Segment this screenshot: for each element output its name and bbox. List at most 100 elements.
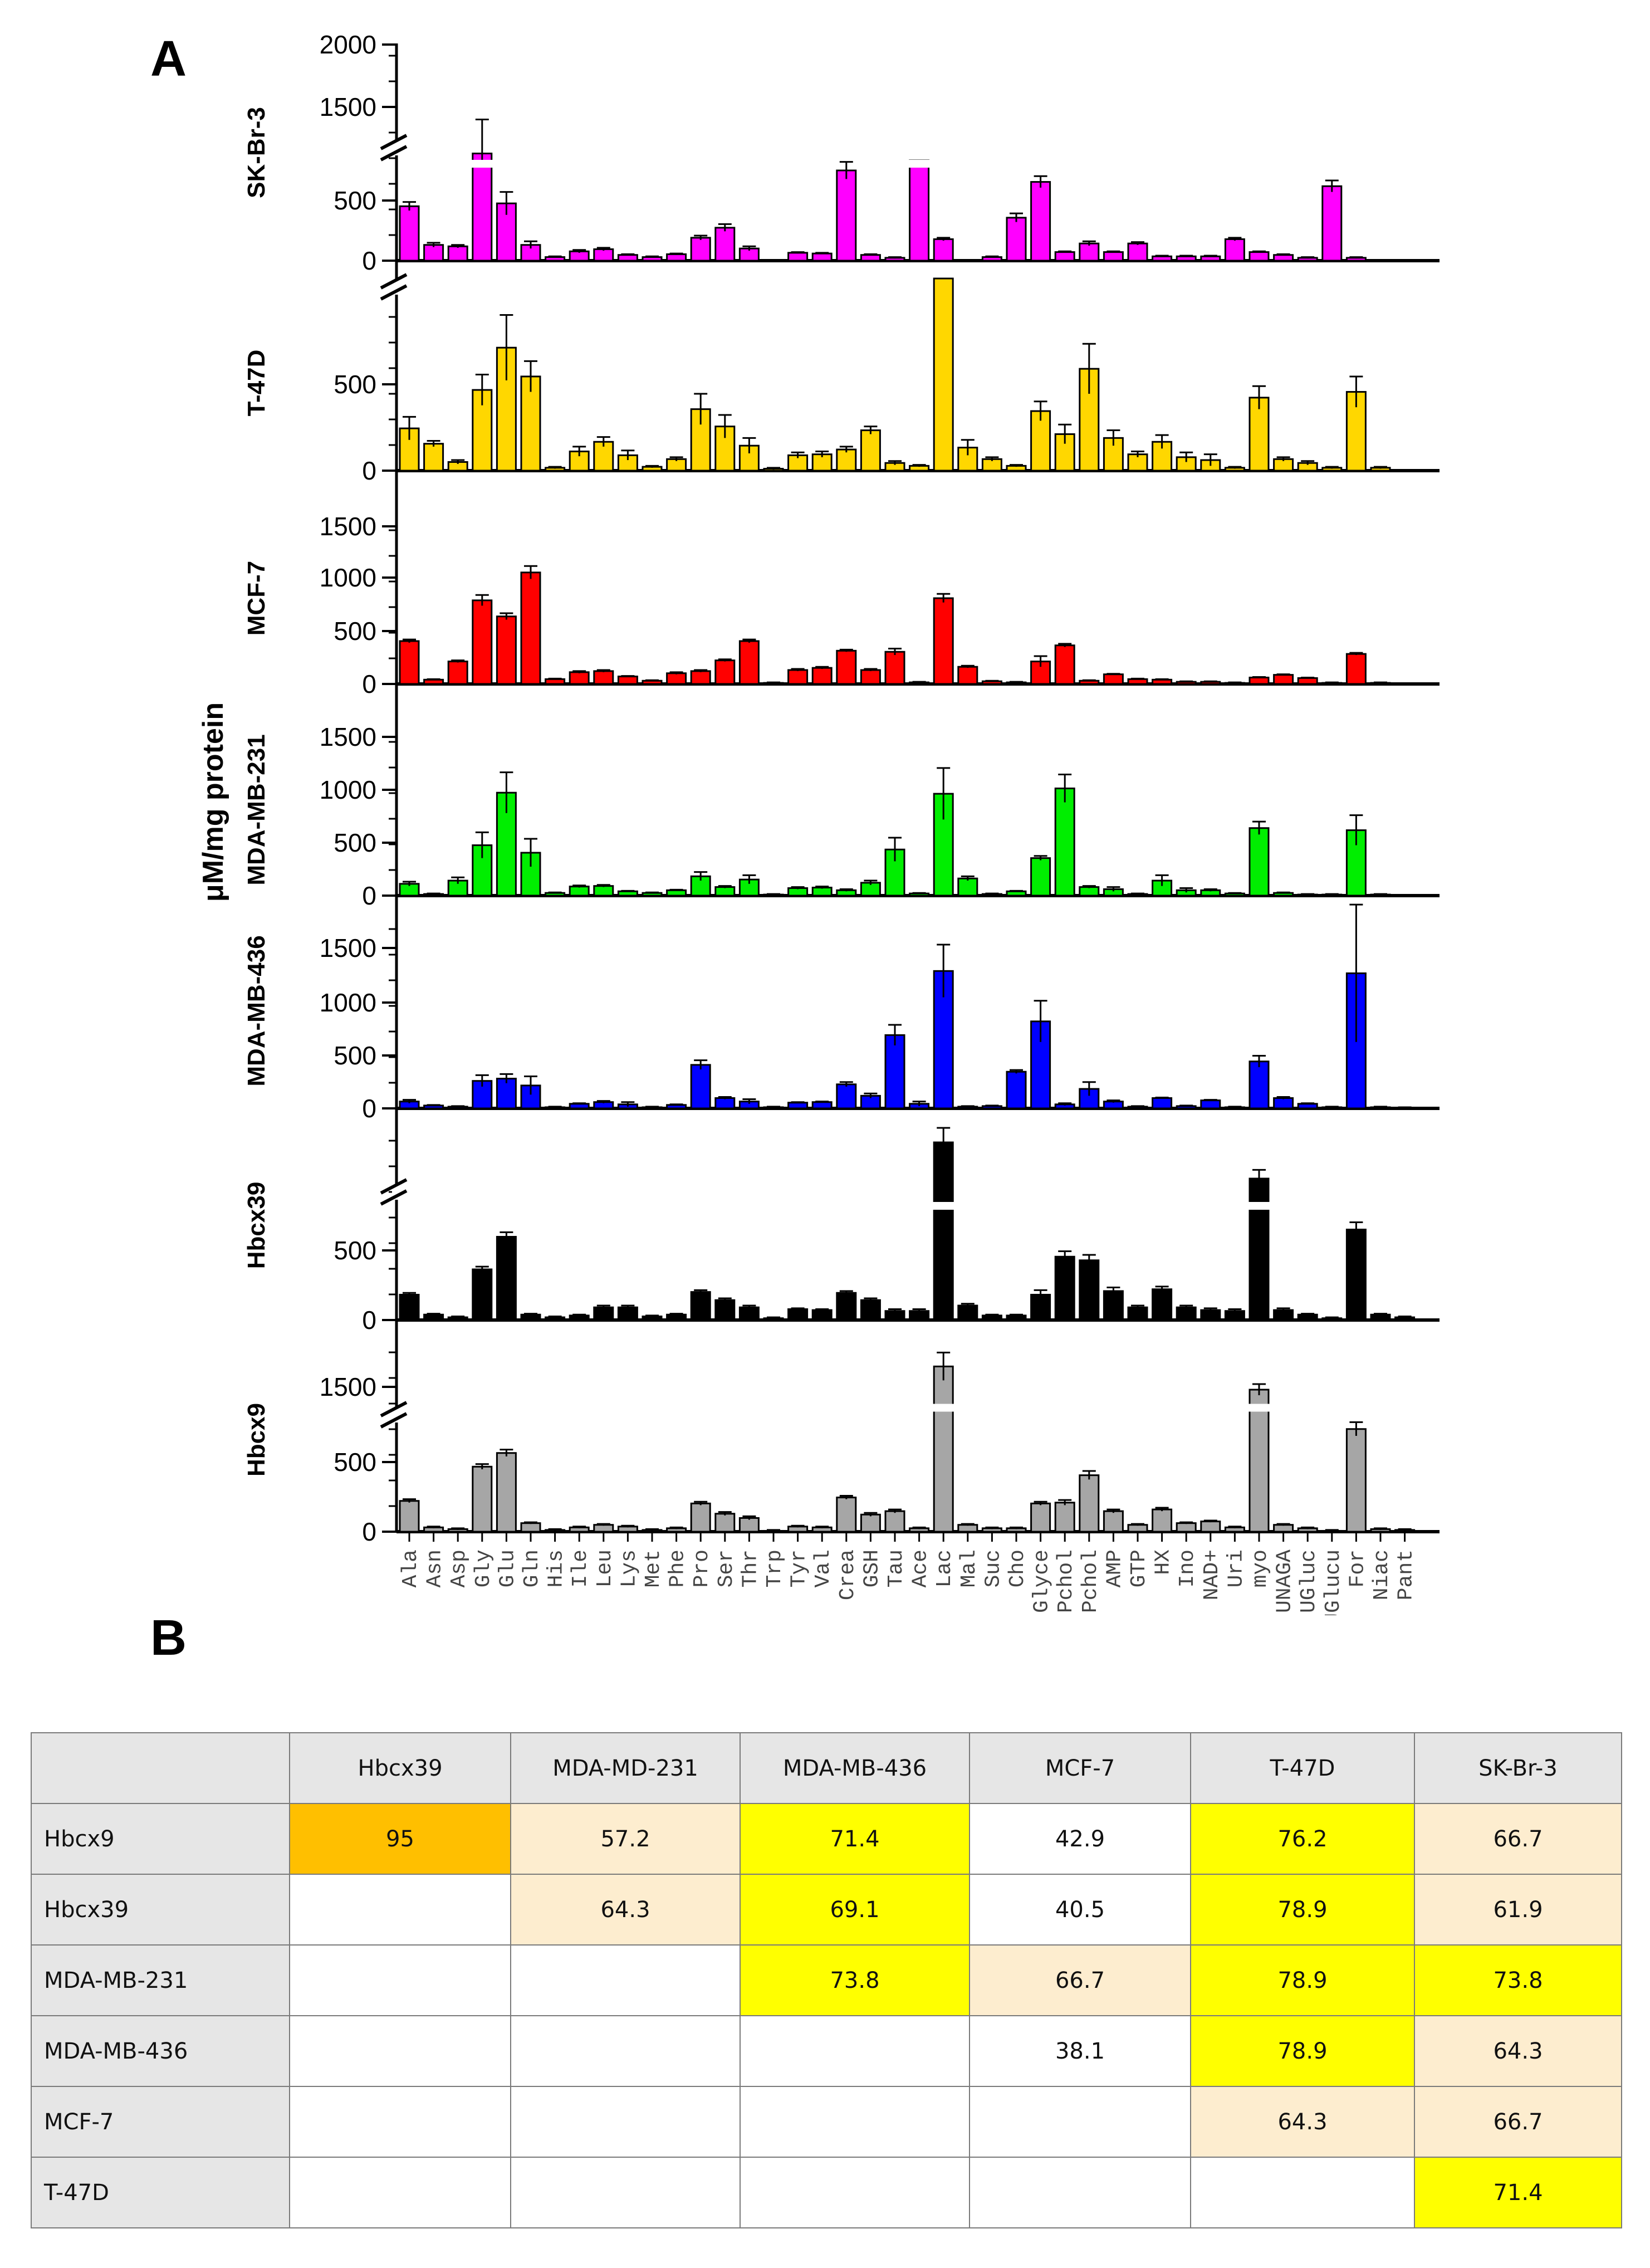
y-tick-label: 1500 xyxy=(320,1372,376,1401)
table-col-header: T-47D xyxy=(1190,1732,1415,1804)
x-tick-label: Crea xyxy=(836,1550,860,1600)
bar xyxy=(472,599,493,685)
x-tick-label: Leu xyxy=(593,1550,617,1587)
x-tick-label: Ala xyxy=(399,1550,423,1587)
panel-name-label: Hbcx9 xyxy=(243,1403,270,1477)
bar xyxy=(666,253,687,262)
bar xyxy=(1127,1306,1148,1321)
bar xyxy=(399,1500,420,1533)
bar xyxy=(1152,1097,1173,1109)
bar xyxy=(787,252,809,262)
x-tick-label: GTP xyxy=(1127,1550,1151,1587)
x-tick-label: Glu xyxy=(496,1550,520,1587)
table-cell: 64.3 xyxy=(1190,2086,1415,2158)
table-cell: 73.8 xyxy=(740,1944,970,2016)
table-row-header: Hbcx9 xyxy=(31,1803,290,1875)
table-cell: 57.2 xyxy=(510,1803,741,1875)
bar xyxy=(836,649,857,685)
bar xyxy=(399,205,420,262)
bar xyxy=(1054,644,1075,685)
table-cell: 76.2 xyxy=(1190,1803,1415,1875)
table-cell: 78.9 xyxy=(1190,2015,1415,2087)
bar xyxy=(957,1304,978,1321)
axis-break-mark xyxy=(380,1189,408,1206)
bar xyxy=(666,889,687,897)
bar xyxy=(1152,1288,1173,1321)
y-tick-label: 0 xyxy=(362,246,376,275)
bar xyxy=(496,1236,517,1321)
y-tick-label: 0 xyxy=(362,1517,376,1546)
bar-chart-figure: μM/mg protein SK-Br-3 2000 1500 500 0 T-47D 500… xyxy=(197,30,1440,1615)
y-tick-label: 0 xyxy=(362,669,376,698)
bar xyxy=(1030,410,1051,472)
bar xyxy=(811,1101,833,1109)
bar xyxy=(860,429,881,472)
bar xyxy=(1273,1097,1294,1109)
table-cell xyxy=(289,2015,511,2087)
bar xyxy=(738,444,760,472)
bar xyxy=(593,1306,614,1321)
table-row-header: Hbcx39 xyxy=(31,1874,290,1946)
bar xyxy=(1079,1474,1100,1533)
bar xyxy=(909,159,930,262)
bar xyxy=(1176,1522,1197,1533)
x-tick-label: Suc xyxy=(981,1550,1005,1587)
bar xyxy=(1248,1177,1270,1321)
table-cell: 66.7 xyxy=(1414,2086,1622,2158)
bar xyxy=(520,571,541,685)
bar xyxy=(399,640,420,685)
panel-name-label: Hbcx39 xyxy=(243,1182,270,1269)
x-tick-label: Gly xyxy=(472,1550,496,1587)
y-tick-label: 0 xyxy=(362,456,376,485)
y-tick-label: 500 xyxy=(334,1236,376,1265)
bar xyxy=(447,245,468,262)
y-tick-label: 1000 xyxy=(320,988,376,1017)
y-tick-label: 2000 xyxy=(320,30,376,59)
bar xyxy=(472,1268,493,1321)
bar xyxy=(1127,242,1148,262)
axis-break-mark xyxy=(380,1178,408,1195)
bar-break-gap xyxy=(932,1202,955,1210)
bar xyxy=(1200,1521,1221,1533)
x-tick-label: Mal xyxy=(957,1550,981,1587)
bar xyxy=(933,597,954,685)
table-cell xyxy=(969,2086,1191,2158)
bar xyxy=(884,1034,905,1109)
panel-name-label: MCF-7 xyxy=(243,561,270,636)
axis-break-mark xyxy=(380,145,408,162)
bar xyxy=(738,1517,760,1533)
bar xyxy=(811,667,833,685)
bar xyxy=(1006,1071,1027,1109)
bar xyxy=(1054,251,1075,262)
table-cell: 64.3 xyxy=(510,1874,741,1946)
bar-break-gap xyxy=(932,1404,955,1412)
y-tick-label: 0 xyxy=(362,881,376,910)
table-row-header: MDA-MB-231 xyxy=(31,1944,290,2016)
bar xyxy=(1345,1229,1367,1321)
table-cell xyxy=(510,2157,741,2228)
bar xyxy=(714,1097,736,1109)
bar xyxy=(1152,678,1173,685)
bar xyxy=(1321,185,1343,262)
x-tick-label: Lac xyxy=(933,1550,957,1587)
bar xyxy=(690,1064,711,1109)
bar xyxy=(1248,827,1270,897)
bar xyxy=(1224,238,1245,262)
table-cell: 78.9 xyxy=(1190,1874,1415,1946)
y-tick-label: 500 xyxy=(334,1041,376,1070)
table-cell: 78.9 xyxy=(1190,1944,1415,2016)
x-tick-label: Asp xyxy=(447,1550,471,1587)
bar xyxy=(738,1306,760,1321)
bar xyxy=(1152,1508,1173,1533)
table-cell xyxy=(740,2086,970,2158)
bar xyxy=(399,1294,420,1321)
y-tick-label: 1500 xyxy=(320,933,376,962)
x-tick-label: His xyxy=(545,1550,569,1587)
x-tick-label: Gln xyxy=(520,1550,544,1587)
bar xyxy=(496,1078,517,1109)
bar xyxy=(472,153,493,262)
bar xyxy=(617,254,638,262)
x-tick-label: Tyr xyxy=(787,1550,811,1587)
similarity-table: Hbcx39 MDA-MD-231 MDA-MB-436 MCF-7 T-47D SK-B… xyxy=(31,1732,1622,2228)
bar xyxy=(714,227,736,262)
